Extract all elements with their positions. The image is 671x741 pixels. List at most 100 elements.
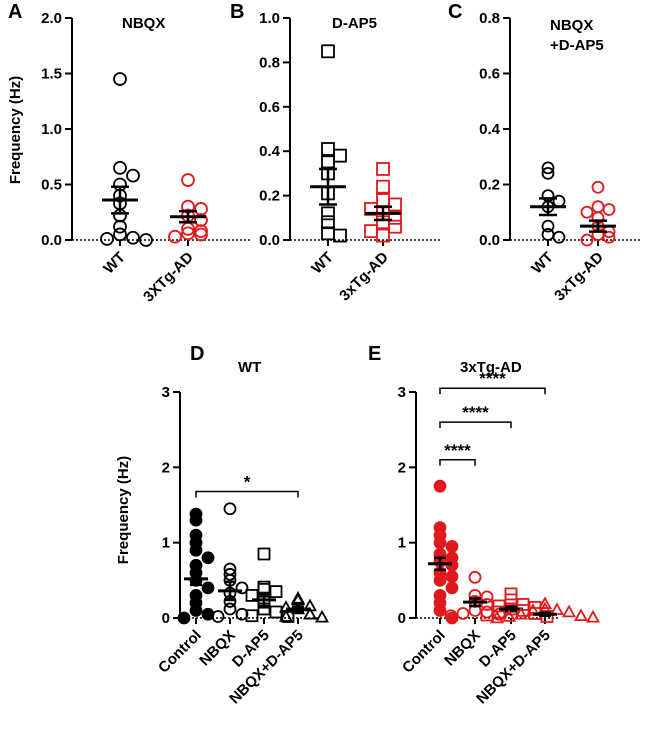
data-point xyxy=(189,543,203,557)
data-point xyxy=(177,611,191,625)
y-tick-label: 0.0 xyxy=(479,232,500,249)
y-axis-label: Frequency (Hz) xyxy=(7,76,24,184)
category-label: Control xyxy=(399,627,449,677)
data-point xyxy=(189,604,203,617)
data-point xyxy=(549,602,565,616)
y-tick-label: 0 xyxy=(398,610,406,627)
significance-bracket xyxy=(439,459,476,466)
data-point xyxy=(591,200,605,214)
data-point xyxy=(445,558,459,572)
data-point xyxy=(433,573,447,587)
data-point xyxy=(537,596,553,609)
y-tick-label: 2 xyxy=(398,459,406,476)
data-point xyxy=(480,605,494,619)
data-point xyxy=(376,179,390,194)
y-tick-label: 0.8 xyxy=(479,10,500,27)
significance-label: **** xyxy=(462,403,489,422)
data-point xyxy=(513,606,529,620)
data-point xyxy=(445,581,459,595)
data-point xyxy=(561,604,577,618)
data-point xyxy=(580,233,594,247)
data-point xyxy=(321,44,335,59)
data-point xyxy=(223,567,237,581)
data-point xyxy=(194,213,208,227)
data-point xyxy=(321,215,335,230)
data-point xyxy=(445,540,459,553)
category-label: Control xyxy=(155,627,205,677)
panel-letter: D xyxy=(190,343,204,365)
panel-b: B D-AP5 0.0 0.2 0.4 0.6 0.8 1.0 WT 3xTg-AD xyxy=(230,1,440,304)
data-point xyxy=(504,593,518,607)
panel-letter: A xyxy=(8,1,22,23)
data-point xyxy=(602,230,616,244)
significance-label: **** xyxy=(444,441,471,460)
significance-bracket xyxy=(439,387,546,395)
data-point xyxy=(126,168,140,183)
y-tick-label: 2.0 xyxy=(41,10,62,27)
panel-a: A NBQX Frequency (Hz) 0.0 0.5 1.0 1.5 2.0 WT 3XTg… xyxy=(7,1,250,306)
y-tick-label: 0.0 xyxy=(41,232,62,249)
panel-title-line2: +D-AP5 xyxy=(550,37,604,54)
data-point xyxy=(269,585,283,599)
y-tick-label: 0 xyxy=(162,610,170,627)
data-point xyxy=(364,224,378,239)
data-point xyxy=(376,228,390,243)
data-point xyxy=(245,609,259,623)
category-label: WT xyxy=(100,249,129,278)
data-point xyxy=(189,513,203,527)
data-point xyxy=(302,606,318,620)
data-point xyxy=(201,551,215,565)
data-point xyxy=(376,162,390,176)
data-point xyxy=(388,197,402,212)
data-point xyxy=(113,160,127,175)
category-label: 3XTg-AD xyxy=(140,249,197,306)
data-point xyxy=(113,219,127,234)
data-point xyxy=(456,607,470,620)
panel-title: D-AP5 xyxy=(332,15,377,32)
significance-label: * xyxy=(244,472,251,491)
data-point xyxy=(278,609,294,622)
data-point xyxy=(541,228,555,241)
category-label: 3xTg-AD xyxy=(551,249,607,305)
panel-title: NBQX xyxy=(550,17,593,34)
panel-e: E3xTg-AD0123ControlNBQXD-AP5NBQX+D-AP5**… xyxy=(368,343,601,707)
data-point xyxy=(321,206,335,221)
y-tick-label: 0.5 xyxy=(41,177,62,194)
data-point xyxy=(516,604,530,617)
data-point xyxy=(201,581,215,595)
data-point xyxy=(602,203,616,216)
y-tick-label: 3 xyxy=(398,384,406,401)
data-point xyxy=(580,205,594,219)
y-tick-label: 0.0 xyxy=(259,232,280,249)
data-point xyxy=(585,609,601,623)
y-tick-label: 1 xyxy=(162,535,170,552)
panel-letter: E xyxy=(368,343,381,365)
data-point xyxy=(113,227,127,242)
category-label: 3xTg-AD xyxy=(336,249,392,305)
data-point xyxy=(223,502,237,516)
data-point xyxy=(541,161,555,175)
y-tick-label: 0.4 xyxy=(479,121,501,138)
data-point xyxy=(181,173,195,187)
y-tick-label: 0.4 xyxy=(259,143,281,160)
data-point xyxy=(433,536,447,550)
data-point xyxy=(211,610,225,623)
panel-letter: B xyxy=(230,1,244,23)
data-point xyxy=(501,609,517,622)
data-point xyxy=(433,479,447,493)
significance-bracket xyxy=(439,421,512,429)
data-point xyxy=(223,602,237,616)
y-tick-label: 1.0 xyxy=(41,121,62,138)
category-label: NBQX xyxy=(441,627,484,670)
panel-letter: C xyxy=(448,1,462,23)
y-tick-label: 1.5 xyxy=(41,66,62,83)
y-tick-label: 1 xyxy=(398,535,406,552)
data-point xyxy=(388,219,402,234)
data-point xyxy=(257,547,271,561)
data-point xyxy=(376,193,390,207)
data-point xyxy=(591,180,605,194)
category-label: WT xyxy=(528,249,557,278)
data-point xyxy=(113,72,127,86)
y-tick-label: 0.6 xyxy=(479,66,500,83)
